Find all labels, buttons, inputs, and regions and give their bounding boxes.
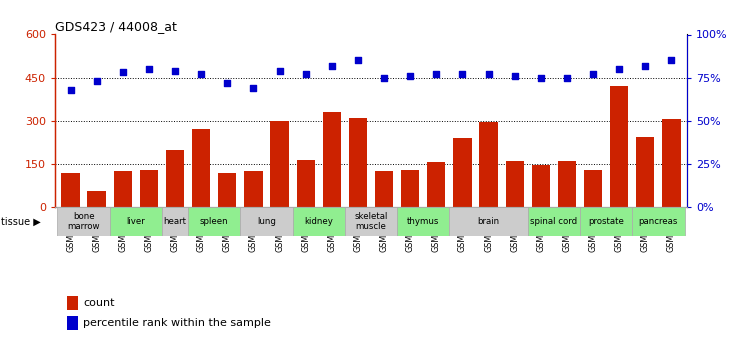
Bar (558, 161, 576, 207)
Bar (662, 119, 681, 207)
Bar (349, 118, 367, 207)
Text: liver: liver (126, 217, 145, 226)
Text: brain: brain (477, 217, 499, 226)
Point (221, 80, 233, 86)
Point (509, 73, 520, 79)
Bar (58, 207, 110, 236)
Bar (244, 171, 262, 207)
Bar (636, 137, 654, 207)
Text: GDS423 / 44008_at: GDS423 / 44008_at (55, 20, 177, 33)
Bar (345, 207, 397, 236)
Point (326, 63, 338, 68)
Bar (67, 296, 77, 310)
Text: lung: lung (257, 217, 276, 226)
Text: prostate: prostate (588, 217, 624, 226)
Bar (297, 159, 315, 207)
Bar (397, 207, 450, 236)
Text: bone
marrow: bone marrow (67, 212, 100, 231)
Bar (584, 170, 602, 207)
Text: spleen: spleen (200, 217, 229, 226)
Text: spinal cord: spinal cord (530, 217, 577, 226)
Point (666, 58, 678, 63)
Point (613, 66, 625, 72)
Text: heart: heart (164, 217, 186, 226)
Bar (240, 207, 292, 236)
Point (482, 71, 494, 77)
Point (91, 78, 102, 84)
Bar (88, 191, 106, 207)
Bar (480, 122, 498, 207)
Text: thymus: thymus (407, 217, 439, 226)
Text: kidney: kidney (304, 217, 333, 226)
Point (378, 75, 390, 80)
Text: pancreas: pancreas (639, 217, 678, 226)
Point (117, 70, 129, 75)
Text: count: count (83, 298, 115, 308)
Bar (192, 129, 211, 207)
Bar (188, 207, 240, 236)
Bar (450, 207, 528, 236)
Bar (401, 170, 420, 207)
Bar (110, 207, 162, 236)
Text: tissue ▶: tissue ▶ (1, 217, 41, 227)
Bar (67, 316, 77, 330)
Point (64, 87, 76, 92)
Bar (292, 207, 345, 236)
Bar (322, 112, 341, 207)
Bar (506, 161, 524, 207)
Bar (453, 138, 471, 207)
Point (143, 66, 155, 72)
Bar (610, 86, 629, 207)
Bar (270, 121, 289, 207)
Bar (166, 149, 184, 207)
Point (248, 85, 260, 91)
Point (457, 71, 469, 77)
Point (273, 68, 285, 73)
Bar (375, 171, 393, 207)
Bar (528, 207, 580, 236)
Text: percentile rank within the sample: percentile rank within the sample (83, 318, 271, 328)
Bar (632, 207, 684, 236)
Text: skeletal
muscle: skeletal muscle (355, 212, 387, 231)
Point (404, 73, 416, 79)
Bar (427, 162, 445, 207)
Point (352, 58, 364, 63)
Point (535, 75, 547, 80)
Bar (140, 170, 158, 207)
Point (431, 71, 442, 77)
Bar (218, 172, 236, 207)
Point (587, 71, 599, 77)
Point (169, 68, 181, 73)
Point (300, 71, 311, 77)
Point (195, 71, 207, 77)
Bar (113, 171, 132, 207)
Point (561, 75, 573, 80)
Bar (162, 207, 188, 236)
Bar (531, 165, 550, 207)
Point (640, 63, 651, 68)
Bar (580, 207, 632, 236)
Bar (61, 172, 80, 207)
